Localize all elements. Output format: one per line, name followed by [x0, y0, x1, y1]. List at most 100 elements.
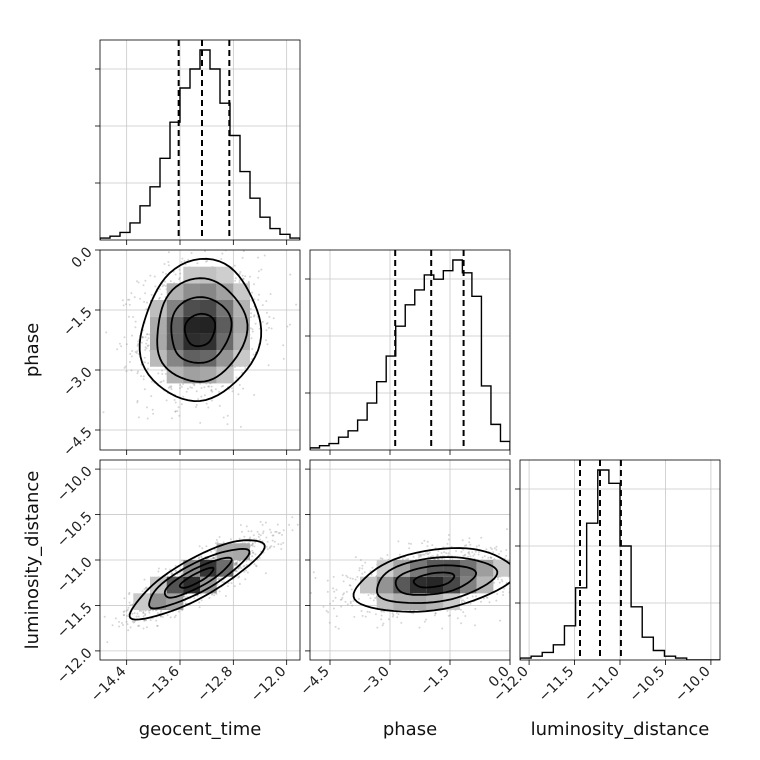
panel-geocent_time-vs-phase [100, 243, 300, 478]
scatter-point [555, 557, 557, 559]
scatter-point [195, 390, 198, 393]
scatter-point [153, 476, 155, 478]
scatter-point [218, 404, 221, 407]
scatter-point [489, 556, 492, 559]
y-axis-label: luminosity_distance [22, 471, 43, 650]
scatter-point [483, 555, 486, 558]
scatter-point [220, 385, 223, 388]
scatter-point [214, 556, 217, 558]
scatter-point [366, 610, 369, 613]
scatter-point [251, 542, 254, 545]
scatter-point [421, 553, 424, 556]
scatter-point [346, 603, 349, 606]
scatter-point [469, 602, 472, 605]
scatter-point [251, 555, 254, 558]
scatter-point [142, 611, 145, 614]
scatter-point [251, 543, 254, 546]
scatter-point [239, 559, 241, 562]
scatter-point [495, 545, 498, 548]
scatter-point [259, 520, 262, 523]
scatter-point [96, 631, 98, 633]
scatter-point [354, 578, 357, 581]
scatter-point [486, 596, 489, 599]
scatter-point [272, 534, 275, 537]
scatter-point [339, 598, 342, 601]
density-cell [166, 283, 184, 300]
scatter-point [258, 556, 261, 559]
scatter-point [253, 394, 256, 396]
scatter-point [178, 278, 180, 281]
scatter-point [161, 373, 164, 375]
scatter-point [128, 361, 131, 363]
scatter-point [440, 552, 443, 554]
scatter-point [534, 582, 536, 584]
scatter-point [498, 552, 500, 555]
scatter-point [131, 334, 134, 337]
scatter-point [137, 370, 139, 373]
scatter-point [490, 556, 492, 559]
density-cell [183, 350, 200, 367]
density-cell [360, 576, 377, 594]
scatter-point [322, 605, 325, 608]
scatter-point [471, 595, 474, 598]
scatter-point [160, 615, 162, 618]
scatter-point [199, 421, 202, 424]
scatter-point [436, 553, 439, 556]
scatter-point [136, 401, 139, 404]
scatter-point [136, 372, 139, 375]
scatter-point [130, 369, 133, 372]
scatter-point [379, 557, 382, 560]
density-cell [166, 350, 184, 367]
panel-phase-vs-luminosity_distance [310, 460, 557, 660]
scatter-point [497, 578, 499, 581]
scatter-point [147, 337, 150, 340]
scatter-point [468, 537, 471, 540]
scatter-point [128, 303, 131, 306]
scatter-point [243, 535, 246, 538]
density-cell [233, 316, 250, 334]
scatter-point [218, 536, 221, 538]
scatter-point [493, 547, 496, 550]
scatter-point [200, 387, 203, 389]
x-axis-label: phase [383, 719, 437, 740]
scatter-point [144, 292, 147, 295]
scatter-point [238, 566, 241, 569]
scatter-point [132, 316, 135, 318]
x-tick-label: −14.4 [88, 663, 130, 705]
scatter-point [481, 556, 484, 559]
scatter-point [352, 600, 355, 602]
scatter-point [475, 595, 477, 598]
scatter-point [359, 559, 362, 561]
scatter-point [200, 556, 203, 559]
scatter-point [179, 387, 181, 390]
scatter-point [466, 597, 469, 600]
scatter-point [198, 556, 201, 559]
scatter-point [235, 562, 238, 565]
scatter-point [421, 542, 424, 545]
scatter-point [206, 260, 209, 262]
scatter-point [234, 279, 237, 282]
scatter-point [227, 582, 230, 585]
scatter-point [380, 618, 383, 621]
scatter-point [262, 532, 264, 535]
scatter-point [102, 411, 105, 414]
scatter-point [128, 591, 131, 594]
scatter-point [469, 543, 472, 546]
scatter-point [265, 329, 268, 332]
scatter-point [326, 590, 329, 593]
scatter-point [490, 556, 493, 559]
scatter-point [449, 557, 452, 560]
scatter-point [255, 564, 257, 567]
scatter-point [162, 379, 165, 382]
scatter-point [129, 626, 132, 629]
scatter-point [205, 243, 207, 245]
scatter-point [213, 557, 216, 559]
scatter-point [217, 576, 220, 579]
scatter-point [254, 322, 257, 325]
scatter-point [161, 369, 164, 372]
scatter-point [180, 385, 183, 388]
scatter-point [512, 559, 514, 561]
scatter-point [143, 588, 146, 591]
scatter-point [289, 323, 291, 326]
contour-line [163, 556, 233, 599]
